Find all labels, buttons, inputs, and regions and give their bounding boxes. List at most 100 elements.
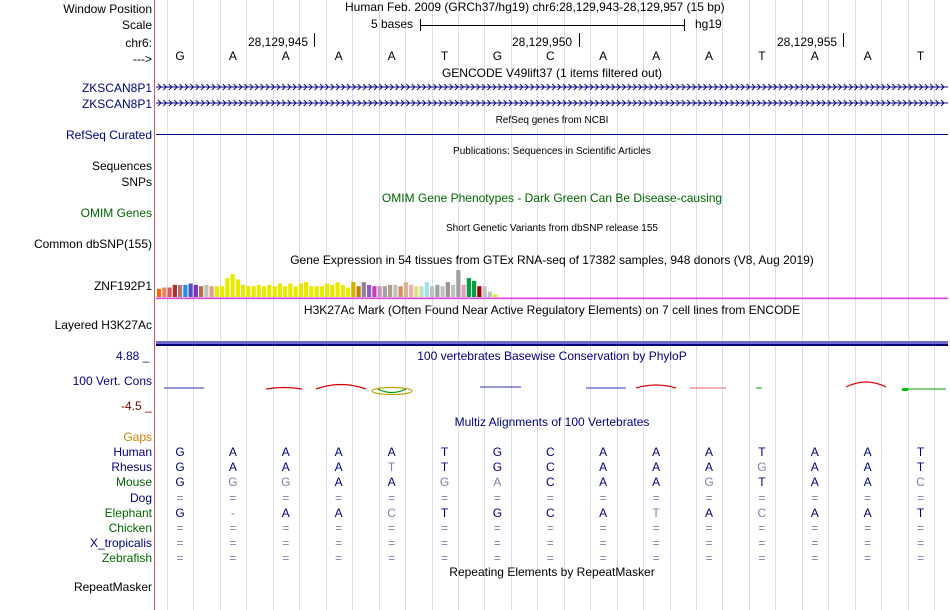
gtex-tissue-bar[interactable] — [304, 282, 309, 297]
gtex-tissue-bar[interactable] — [445, 282, 450, 297]
gtex-tissue-bar[interactable] — [487, 291, 492, 297]
refseq-gene-line[interactable] — [156, 134, 948, 135]
gtex-tissue-bar[interactable] — [340, 284, 345, 297]
gtex-tissue-bar[interactable] — [419, 286, 424, 297]
gtex-tissue-bar[interactable] — [162, 287, 167, 297]
h3k27ac-track-title[interactable]: H3K27Ac Mark (Often Found Near Active Re… — [303, 303, 801, 317]
gtex-tissue-bar[interactable] — [325, 283, 330, 298]
gtex-tissue-bar[interactable] — [356, 286, 361, 297]
dbsnp-track-title[interactable]: Short Genetic Variants from dbSNP releas… — [446, 223, 658, 234]
gtex-tissue-bar[interactable] — [204, 284, 209, 297]
snps-track-label[interactable]: SNPs — [121, 175, 152, 189]
species-label[interactable]: Human — [113, 445, 152, 459]
species-label[interactable]: X_tropicalis — [89, 536, 152, 551]
publications-track-title[interactable]: Publications: Sequences in Scientific Ar… — [453, 146, 651, 157]
h3k27ac-track-label[interactable]: Layered H3K27Ac — [54, 318, 152, 332]
omim-track-title[interactable]: OMIM Gene Phenotypes - Dark Green Can Be… — [381, 191, 723, 205]
gtex-tissue-bar[interactable] — [193, 284, 198, 297]
gtex-tissue-bar[interactable] — [461, 284, 466, 297]
phylop-track-label[interactable]: 100 Vert. Cons — [72, 374, 152, 388]
multiz-track-title[interactable]: Multiz Alignments of 100 Vertebrates — [454, 415, 650, 429]
gtex-tissue-bar[interactable] — [319, 286, 324, 297]
dbsnp-track-label[interactable]: Common dbSNP(155) — [33, 237, 152, 251]
gtex-tissue-bar[interactable] — [361, 282, 366, 297]
gtex-tissue-bar[interactable] — [424, 282, 429, 297]
gtex-tissue-bar[interactable] — [172, 284, 177, 297]
species-label[interactable]: Chicken — [108, 521, 152, 535]
gtex-tissue-bar[interactable] — [225, 278, 230, 297]
gtex-tissue-bar[interactable] — [430, 286, 435, 297]
gtex-tissue-bar[interactable] — [262, 286, 267, 297]
gtex-tissue-bar[interactable] — [451, 284, 456, 297]
gaps-label[interactable]: Gaps — [123, 430, 152, 444]
gtex-tissue-bar[interactable] — [267, 284, 272, 297]
phylop-track-title[interactable]: 100 vertebrates Basewise Conservation by… — [417, 349, 687, 363]
h3k27ac-signal[interactable] — [156, 341, 948, 344]
gtex-tissue-bar[interactable] — [403, 282, 408, 297]
gtex-tissue-bar[interactable] — [277, 283, 282, 298]
refseq-track-label[interactable]: RefSeq Curated — [65, 128, 152, 142]
repeatmasker-track-label[interactable]: RepeatMasker — [73, 580, 152, 594]
gtex-tissue-bar[interactable] — [372, 286, 377, 297]
repeatmasker-track-title[interactable]: Repeating Elements by RepeatMasker — [449, 565, 655, 579]
species-label[interactable]: Mouse — [115, 475, 152, 490]
gtex-tissue-bar[interactable] — [409, 284, 414, 297]
gtex-tissue-bar[interactable] — [256, 284, 261, 297]
gtex-tissue-bar[interactable] — [377, 286, 382, 297]
window-position-value[interactable]: Human Feb. 2009 (GRCh37/hg19) chr6:28,12… — [345, 0, 725, 14]
gtex-tissue-bar[interactable] — [456, 270, 461, 297]
gtex-tissue-bar[interactable] — [367, 284, 372, 297]
omim-track-label[interactable]: OMIM Genes — [80, 206, 152, 220]
gtex-tissue-bar[interactable] — [482, 286, 487, 297]
gtex-tissue-bar[interactable] — [335, 282, 340, 297]
gtex-gene-label[interactable]: ZNF192P1 — [93, 279, 152, 293]
gtex-tissue-bar[interactable] — [220, 286, 225, 297]
gtex-tissue-bar[interactable] — [157, 288, 162, 297]
gtex-tissue-bar[interactable] — [435, 284, 440, 297]
gtex-tissue-bar[interactable] — [414, 286, 419, 297]
gtex-tissue-bar[interactable] — [241, 284, 246, 297]
species-label[interactable]: Zebrafish — [101, 551, 152, 566]
gtex-tissue-bar[interactable] — [183, 284, 188, 297]
gtex-tissue-bar[interactable] — [346, 287, 351, 297]
gtex-tissue-bar[interactable] — [330, 284, 335, 297]
gtex-tissue-bar[interactable] — [440, 286, 445, 297]
species-label[interactable]: Dog — [129, 490, 152, 505]
gtex-tissue-bar[interactable] — [472, 280, 477, 297]
gtex-tissue-bar[interactable] — [477, 286, 482, 297]
gtex-tissue-bar[interactable] — [493, 294, 498, 297]
gtex-tissue-bar[interactable] — [382, 286, 387, 297]
gtex-tissue-bar[interactable] — [288, 283, 293, 298]
gtex-tissue-bar[interactable] — [393, 284, 398, 297]
gtex-tissue-bar[interactable] — [466, 278, 471, 297]
gtex-tissue-bar[interactable] — [309, 286, 314, 297]
gtex-tissue-bar[interactable] — [388, 284, 393, 297]
gtex-tissue-bar[interactable] — [298, 283, 303, 298]
species-label[interactable]: Elephant — [104, 505, 152, 520]
gencode-item-label-1[interactable]: ZKSCAN8P1 — [81, 81, 152, 95]
gtex-tissue-bar[interactable] — [188, 283, 193, 298]
gtex-tissue-bar[interactable] — [293, 286, 298, 297]
gtex-tissue-bar[interactable] — [398, 286, 403, 297]
gtex-tissue-bar[interactable] — [272, 286, 277, 297]
gtex-tissue-bar[interactable] — [178, 284, 183, 297]
gtex-tissue-bar[interactable] — [230, 274, 235, 297]
gtex-tissue-bar[interactable] — [214, 286, 219, 297]
gtex-tissue-bar[interactable] — [351, 282, 356, 297]
gtex-expression-chart[interactable] — [156, 268, 948, 300]
gtex-tissue-bar[interactable] — [314, 286, 319, 297]
gencode-item-label-2[interactable]: ZKSCAN8P1 — [81, 97, 152, 111]
gencode-track-title[interactable]: GENCODE V49lift37 (1 items filtered out) — [441, 66, 663, 80]
gtex-tissue-bar[interactable] — [251, 286, 256, 297]
sequences-track-label[interactable]: Sequences — [91, 159, 152, 173]
refseq-track-title[interactable]: RefSeq genes from NCBI — [495, 115, 609, 126]
species-label[interactable]: Rhesus — [111, 460, 152, 475]
gtex-tissue-bar[interactable] — [167, 287, 172, 297]
gtex-tissue-bar[interactable] — [209, 286, 214, 297]
gtex-track-title[interactable]: Gene Expression in 54 tissues from GTEx … — [290, 253, 814, 267]
gencode-transcripts[interactable] — [156, 82, 948, 110]
gtex-tissue-bar[interactable] — [283, 286, 288, 297]
gtex-tissue-bar[interactable] — [246, 286, 251, 297]
gtex-tissue-bar[interactable] — [199, 286, 204, 297]
gtex-tissue-bar[interactable] — [235, 279, 240, 297]
